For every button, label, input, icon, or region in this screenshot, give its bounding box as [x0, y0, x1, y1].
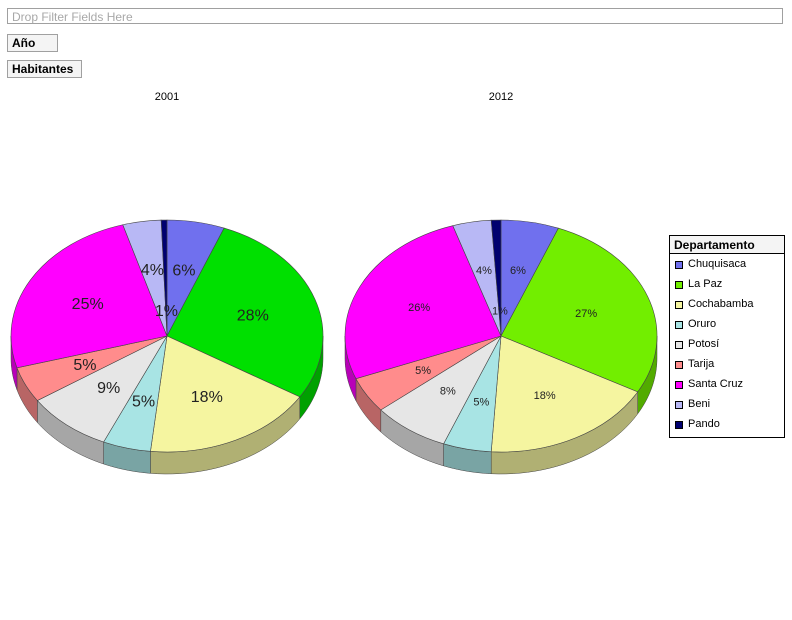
legend-label: Potosí	[688, 338, 720, 350]
legend-label: Beni	[688, 398, 711, 410]
legend-swatch	[675, 301, 683, 309]
field-button-habitantes[interactable]: Habitantes	[7, 60, 82, 78]
pie-slice-2001-la-paz	[166, 227, 324, 398]
pie-label-2001-beni: 4%	[141, 262, 164, 279]
legend-swatch	[675, 381, 683, 389]
legend-label: Oruro	[688, 318, 717, 330]
pie-label-2001-cochabamba: 18%	[191, 389, 223, 406]
pie-label-2001-la-paz: 28%	[237, 307, 269, 324]
pie-slice-2001-cochabamba	[150, 335, 301, 453]
legend: Departamento Chuquisaca La Paz Cochabamba O…	[669, 235, 785, 438]
legend-swatch	[675, 361, 683, 369]
filter-drop-zone[interactable]: Drop Filter Fields Here	[7, 8, 783, 24]
legend-swatch	[675, 321, 683, 329]
pie-label-2001-pando: 1%	[155, 303, 178, 320]
pie-label-2001-chuquisaca: 6%	[172, 263, 195, 280]
pie-2012: 2012 6% 27% 18% 5% 8% 5% 26% 4% 1%	[344, 91, 658, 475]
pie-label-2001-tarija: 5%	[73, 357, 96, 374]
pie-label-2012-cochabamba: 18%	[534, 390, 556, 402]
legend-label: Chuquisaca	[688, 258, 747, 270]
legend-label: La Paz	[688, 278, 723, 290]
filter-drop-placeholder: Drop Filter Fields Here	[12, 10, 133, 24]
legend-swatch	[675, 421, 683, 429]
legend-label: Tarija	[688, 358, 715, 370]
legend-title: Departamento	[670, 236, 784, 254]
legend-swatch	[675, 401, 683, 409]
legend-label: Santa Cruz	[688, 378, 744, 390]
pie-slice-2012-la-paz	[500, 227, 658, 393]
pie-label-2012-chuquisaca: 6%	[510, 265, 526, 277]
pie-label-2012-tarija: 5%	[415, 365, 431, 377]
pie-slice-2001-santa-cruz	[10, 224, 168, 369]
pie-slice-2001-potosí	[36, 335, 168, 443]
pie-slice-2001-pando	[160, 219, 168, 337]
pie-slice-2012-cochabamba	[490, 335, 639, 453]
pie-label-2001-oruro: 5%	[132, 394, 155, 411]
pie-label-2012-santa-cruz: 26%	[408, 302, 430, 314]
pie-label-2012-la-paz: 27%	[575, 308, 597, 320]
legend-swatch	[675, 261, 683, 269]
pie-label-2012-pando: 1%	[492, 305, 508, 317]
legend-label: Cochabamba	[688, 298, 754, 310]
legend-label: Pando	[688, 418, 720, 430]
legend-swatch	[675, 341, 683, 349]
pie-slice-2012-pando	[490, 219, 502, 337]
pie-slice-2012-santa-cruz	[344, 225, 502, 380]
pie-label-2001-potosí: 9%	[97, 380, 120, 397]
legend-swatch	[675, 281, 683, 289]
pie-label-2012-beni: 4%	[476, 265, 492, 277]
pie-title-2001: 2001	[155, 91, 179, 103]
pie-label-2012-potosí: 8%	[440, 385, 456, 397]
field-button-ano[interactable]: Año	[7, 34, 58, 52]
pie-label-2001-santa-cruz: 25%	[72, 296, 104, 313]
pie-title-2012: 2012	[489, 91, 513, 103]
pie-label-2012-oruro: 5%	[473, 397, 489, 409]
